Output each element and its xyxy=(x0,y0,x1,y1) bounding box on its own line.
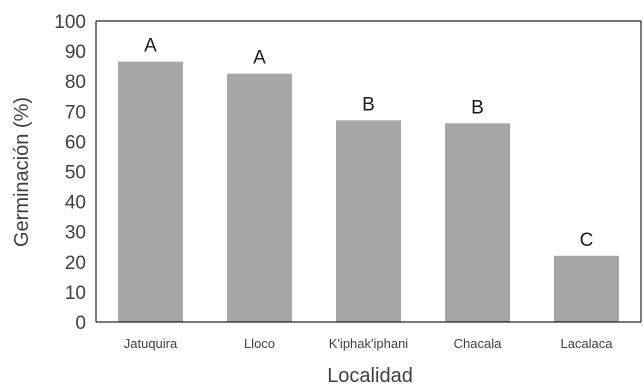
y-tick-label: 70 xyxy=(65,102,86,123)
y-tick-label: 10 xyxy=(65,283,86,304)
bar xyxy=(554,255,619,322)
x-tick-label: K'iphak'iphani xyxy=(329,336,409,351)
significance-letter: C xyxy=(580,230,594,251)
x-tick-label: Lloco xyxy=(244,336,275,351)
x-axis-title: Localidad xyxy=(327,365,413,387)
significance-letter: A xyxy=(253,48,266,69)
y-axis-title: Germinación (%) xyxy=(11,97,33,247)
y-tick-label: 20 xyxy=(65,253,86,274)
y-tick-label: 30 xyxy=(65,223,86,244)
y-tick-label: 60 xyxy=(65,132,86,153)
significance-letter: B xyxy=(362,94,375,115)
y-tick-label: 80 xyxy=(65,72,86,93)
y-tick-label: 100 xyxy=(54,12,86,33)
y-tick-label: 50 xyxy=(65,163,86,184)
plot-area: 0 10 20 30 40 50 60 70 80 90 100 Jatuquira A Lloco A K'… xyxy=(54,12,642,351)
x-tick-label: Jatuquira xyxy=(124,336,178,351)
bar xyxy=(118,61,183,322)
bar xyxy=(227,73,292,322)
significance-letter: B xyxy=(471,97,484,118)
x-tick-label: Lacalaca xyxy=(560,336,613,351)
significance-letter: A xyxy=(144,36,157,57)
bar xyxy=(445,123,510,322)
y-tick-label: 90 xyxy=(65,42,86,63)
y-tick-label: 40 xyxy=(65,193,86,214)
bar xyxy=(336,120,401,322)
y-tick-label: 0 xyxy=(75,313,86,334)
x-tick-label: Chacala xyxy=(454,336,502,351)
